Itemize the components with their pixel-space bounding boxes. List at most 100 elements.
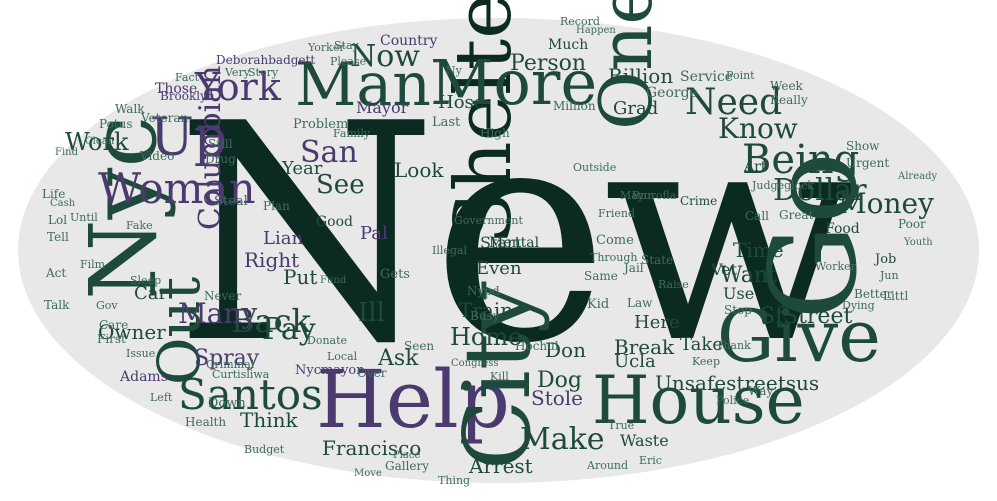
word-seen: Seen [404, 339, 435, 353]
word-owner: Owner [98, 320, 166, 344]
word-know: Know [718, 112, 798, 145]
word-billion: Billion [608, 64, 674, 88]
cloud-ellipse-background [18, 18, 979, 483]
word-being: Being [742, 137, 860, 183]
word-now: Now [350, 39, 420, 74]
word-time: Time [733, 238, 784, 262]
word-kid: Kid [587, 297, 610, 312]
word-man: Man [295, 50, 431, 120]
word-mental: Mental [489, 235, 540, 251]
word-curtisliwa: Curtisliwa [212, 368, 270, 381]
word-urgent: Urgent [846, 156, 890, 170]
word-illegal: Illegal [432, 244, 468, 257]
word-poor: Poor [898, 217, 926, 231]
word-left: Left [150, 391, 173, 404]
word-over: Over [357, 366, 387, 380]
word-ask: Ask [378, 346, 419, 371]
word-run: Run [632, 189, 655, 202]
word-keep: Keep [692, 355, 720, 368]
word-jail: Jail [624, 261, 644, 275]
word-drug: Drug [205, 152, 236, 166]
word-back: Back [231, 302, 311, 340]
word-food: Food [825, 221, 860, 237]
word-pay: Pay [262, 312, 316, 347]
word-until: Until [70, 211, 98, 224]
word-steal: Steal [214, 194, 248, 209]
word-don: Don [545, 338, 586, 362]
word-budget: Budget [244, 443, 285, 456]
word-fake: Fake [126, 219, 153, 232]
word-judgeglock: Judgeglock [752, 179, 815, 192]
word-around: Around [587, 459, 629, 472]
word-very: Very [225, 66, 250, 79]
word-donate: Donate [307, 334, 348, 347]
word-george: George [646, 85, 698, 101]
word-dog: Dog [537, 368, 582, 393]
word-see: See [316, 170, 365, 200]
word-deborahbadgett: Deborahbadgett [216, 53, 316, 67]
word-ny: Ny [446, 64, 462, 77]
word-mayor: Mayor [356, 98, 409, 117]
word-point: Point [726, 69, 755, 82]
word-law: Law [627, 296, 653, 310]
word-think: Think [240, 408, 298, 432]
word-walk: Walk [115, 102, 145, 116]
word-state: State [641, 253, 674, 267]
word-country: Country [380, 33, 438, 49]
word-tell: Tell [47, 230, 69, 244]
word-home: Home [450, 323, 523, 351]
word-nycmayor: Nycmayor [295, 363, 363, 378]
word-car: Car [134, 283, 168, 304]
word-pal: Pal [360, 223, 388, 244]
word-outside: Outside [573, 161, 617, 174]
word-worker: Worker [815, 260, 856, 273]
word-arrest: Arrest [469, 454, 533, 478]
word-grad: Grad [613, 98, 659, 119]
word-plan: Plan [263, 199, 290, 213]
word-stole: Stole [531, 386, 584, 410]
word-house: House [592, 362, 805, 439]
word-first: First [97, 332, 126, 346]
word-give: Give [717, 294, 881, 378]
word-stay: Stay [334, 39, 359, 52]
word-potus: Potus [99, 117, 133, 131]
word-hose: Hose [438, 92, 485, 113]
word-dollar: Dollar [773, 173, 867, 208]
word-happen: Happen [576, 25, 616, 36]
word-lian: Lian [263, 228, 304, 249]
word-already: Already [898, 171, 938, 182]
word-never: Never [204, 289, 242, 303]
word-santos: Santos [178, 370, 323, 419]
word-more: More [430, 46, 598, 119]
word-family: Family [333, 127, 371, 140]
word-congress: Congress [451, 358, 499, 369]
word-service: Service [680, 69, 734, 85]
word-police: Police [716, 394, 750, 407]
word-way: Way [748, 384, 774, 398]
word-need: Need [685, 82, 783, 123]
word-look: Look [394, 158, 444, 182]
word-move: Move [354, 468, 382, 479]
word-up: Up [150, 108, 228, 168]
word-good: Good [316, 214, 354, 230]
word-sf: Sf [760, 304, 784, 329]
word-mayorofla: Mayorofla [620, 189, 677, 202]
word-place: Place [393, 450, 421, 461]
word-york: York [195, 65, 281, 109]
word-much: Much [548, 37, 589, 53]
word-ucla: Ucla [614, 351, 656, 372]
word-video: Video [140, 149, 175, 163]
word-come: Come [596, 233, 634, 248]
word-fund: Fund [320, 275, 347, 286]
word-care: Care [99, 318, 129, 332]
word-raise: Raise [658, 278, 689, 291]
word-issue: Issue [126, 347, 156, 360]
word-local: Local [327, 350, 358, 363]
word-thank: Thank [716, 339, 751, 352]
word-record: Record [560, 15, 600, 28]
word-here: Here [634, 312, 680, 333]
word-better: Better [854, 287, 893, 301]
word-year: Year [282, 158, 323, 179]
word-health: Health [185, 415, 227, 429]
